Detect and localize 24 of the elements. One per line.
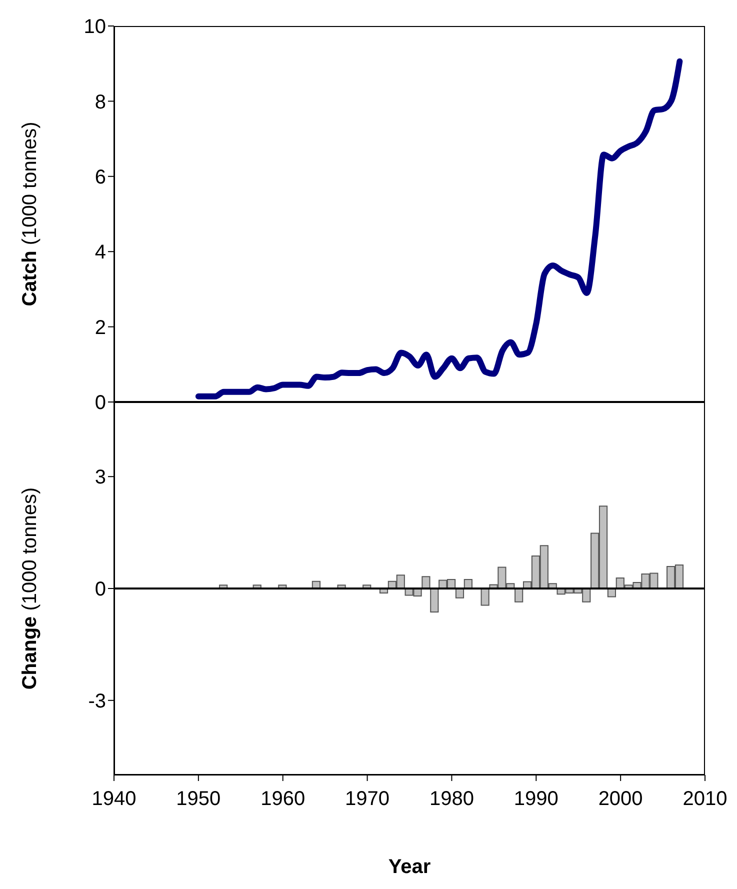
bar — [422, 576, 430, 589]
y-tick-label: 2 — [94, 316, 106, 339]
bar — [430, 588, 439, 612]
y-tick-label: 0 — [94, 578, 106, 601]
y-tick-label: 0 — [94, 392, 106, 414]
x-tick-label: 1980 — [429, 788, 474, 810]
bar — [480, 588, 490, 606]
y-tick-label: 3 — [94, 466, 106, 489]
y-tick-label: 8 — [94, 91, 106, 114]
bar — [514, 588, 524, 602]
x-tick-label: 1960 — [260, 788, 306, 810]
y-axis-title: Change (1000 tonnes) — [19, 487, 41, 690]
x-tick-label: 2010 — [682, 788, 728, 810]
y-tick-label: 4 — [94, 242, 106, 264]
x-axis-title: Year — [388, 856, 431, 878]
x-tick-label: 1990 — [514, 788, 558, 810]
y-tick-label: -3 — [88, 690, 106, 712]
y-tick-label: 6 — [94, 166, 106, 188]
x-tick-label: 1950 — [176, 788, 221, 810]
x-tick-label: 1970 — [345, 788, 390, 810]
y-tick-label: 10 — [84, 16, 106, 38]
x-tick-label: 2000 — [598, 788, 643, 810]
y-axis-title: Catch (1000 tonnes) — [19, 122, 41, 306]
x-tick-label: 1940 — [92, 788, 136, 810]
